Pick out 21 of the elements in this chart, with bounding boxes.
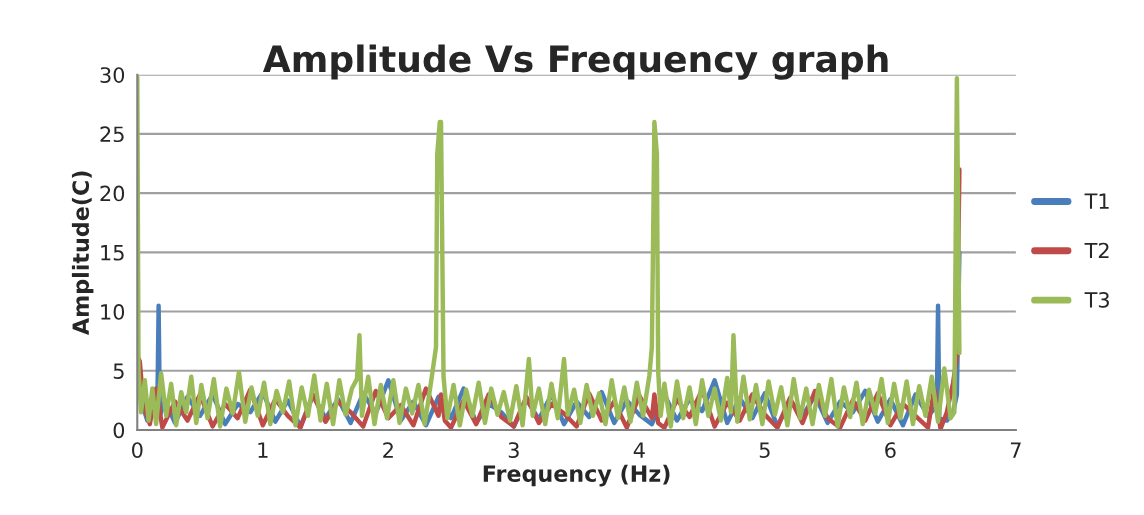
- y-axis-title: Amplitude(C): [71, 171, 94, 336]
- x-tick-label: 5: [759, 442, 770, 458]
- legend-label: T1: [1084, 193, 1109, 209]
- x-tick-label: 1: [258, 442, 268, 458]
- x-axis-title: Frequency (Hz): [483, 464, 670, 487]
- x-tick-label: 4: [633, 442, 645, 458]
- x-tick-label: 3: [508, 442, 519, 458]
- legend-label: T3: [1084, 291, 1109, 308]
- y-tick-label: 10: [101, 304, 125, 320]
- x-tick-label: 0: [132, 442, 143, 458]
- x-tick-label: 2: [383, 442, 393, 458]
- y-tick-label: 30: [100, 67, 125, 83]
- y-tick-label: 15: [101, 245, 124, 261]
- x-tick-label: 7: [1010, 442, 1021, 458]
- x-tick-label: 6: [885, 442, 896, 458]
- legend-label: T2: [1084, 242, 1109, 259]
- y-tick-label: 25: [100, 126, 124, 143]
- y-tick-label: 20: [100, 185, 125, 202]
- y-tick-label: 5: [113, 363, 124, 380]
- y-tick-label: 0: [113, 422, 125, 439]
- chart-title: Amplitude Vs Frequency graph: [262, 44, 888, 80]
